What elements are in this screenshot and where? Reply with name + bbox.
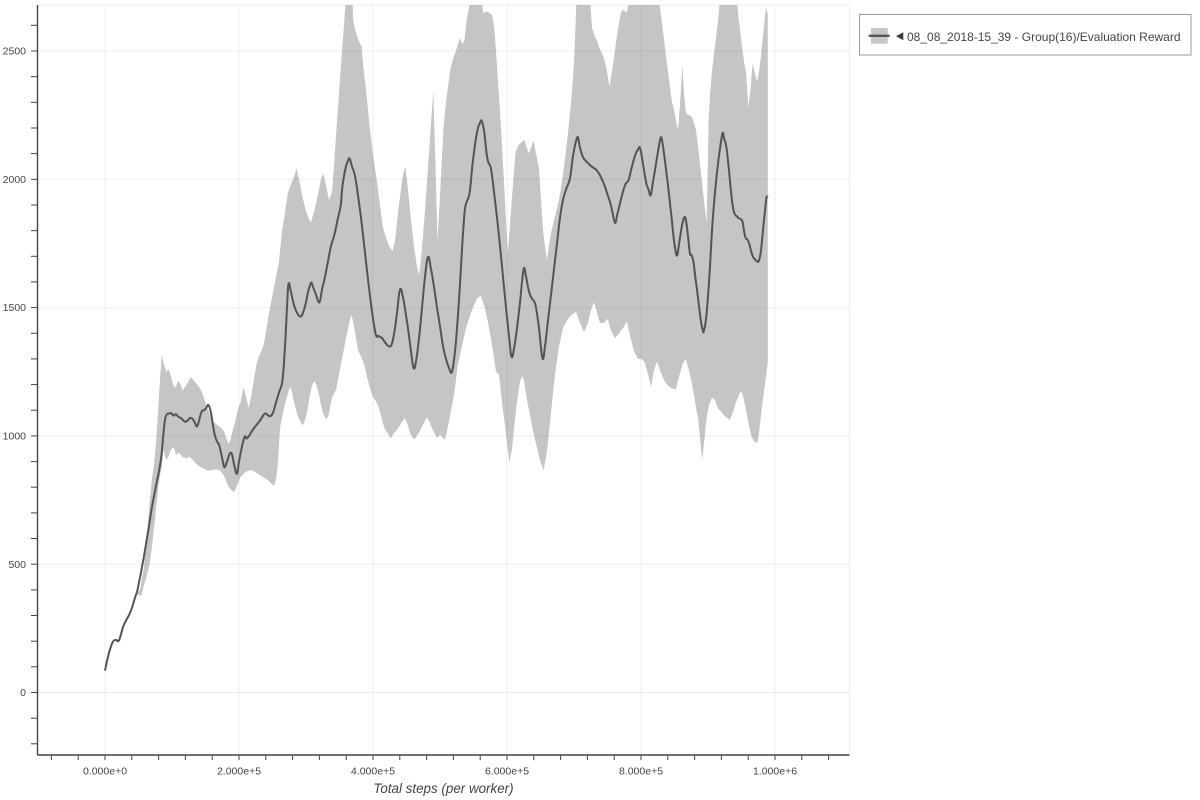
svg-text:8.000e+5: 8.000e+5: [619, 766, 663, 778]
svg-text:08_08_2018-15_39 - Group(16)/E: 08_08_2018-15_39 - Group(16)/Evaluation …: [907, 30, 1181, 44]
svg-text:500: 500: [8, 559, 26, 571]
svg-text:2000: 2000: [3, 174, 27, 186]
svg-text:1000: 1000: [3, 431, 27, 443]
svg-text:6.000e+5: 6.000e+5: [485, 766, 529, 778]
svg-text:1.000e+6: 1.000e+6: [753, 766, 797, 778]
svg-text:4.000e+5: 4.000e+5: [351, 766, 395, 778]
svg-text:2500: 2500: [3, 46, 27, 58]
svg-text:1500: 1500: [3, 302, 27, 314]
svg-text:Total steps (per worker): Total steps (per worker): [373, 781, 513, 796]
svg-text:0.000e+0: 0.000e+0: [83, 766, 127, 778]
svg-text:0: 0: [20, 687, 26, 699]
svg-text:2.000e+5: 2.000e+5: [217, 766, 261, 778]
